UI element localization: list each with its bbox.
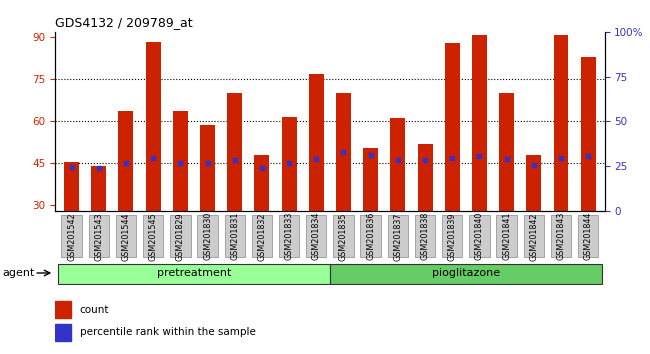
Text: GSM201834: GSM201834 xyxy=(312,212,321,261)
FancyBboxPatch shape xyxy=(578,215,599,257)
FancyBboxPatch shape xyxy=(252,215,272,257)
Text: GSM201843: GSM201843 xyxy=(556,212,566,261)
Text: GDS4132 / 209789_at: GDS4132 / 209789_at xyxy=(55,16,193,29)
Text: GSM201838: GSM201838 xyxy=(421,212,430,261)
Text: GSM201832: GSM201832 xyxy=(257,212,266,261)
FancyBboxPatch shape xyxy=(442,215,462,257)
Text: GSM201844: GSM201844 xyxy=(584,212,593,261)
FancyBboxPatch shape xyxy=(143,215,163,257)
Text: pioglitazone: pioglitazone xyxy=(432,268,500,278)
FancyBboxPatch shape xyxy=(88,215,109,257)
Bar xyxy=(91,166,106,211)
FancyBboxPatch shape xyxy=(551,215,571,257)
FancyBboxPatch shape xyxy=(415,215,436,257)
Text: GSM201842: GSM201842 xyxy=(529,212,538,261)
FancyBboxPatch shape xyxy=(361,215,381,257)
FancyBboxPatch shape xyxy=(279,215,299,257)
Text: GSM201836: GSM201836 xyxy=(366,212,375,261)
Text: GSM201544: GSM201544 xyxy=(122,212,131,261)
FancyBboxPatch shape xyxy=(198,215,218,257)
Text: GSM201830: GSM201830 xyxy=(203,212,212,261)
Bar xyxy=(526,155,541,211)
Text: percentile rank within the sample: percentile rank within the sample xyxy=(80,327,255,337)
FancyBboxPatch shape xyxy=(469,215,489,257)
FancyBboxPatch shape xyxy=(116,215,136,257)
Text: GSM201837: GSM201837 xyxy=(393,212,402,261)
FancyBboxPatch shape xyxy=(58,264,330,284)
Bar xyxy=(200,125,215,211)
Text: GSM201835: GSM201835 xyxy=(339,212,348,261)
Text: agent: agent xyxy=(3,268,35,278)
Text: GSM201545: GSM201545 xyxy=(149,212,158,261)
FancyBboxPatch shape xyxy=(387,215,408,257)
Text: GSM201833: GSM201833 xyxy=(285,212,294,261)
Text: GSM201841: GSM201841 xyxy=(502,212,511,261)
Bar xyxy=(227,93,242,211)
Bar xyxy=(472,35,487,211)
Text: GSM201839: GSM201839 xyxy=(448,212,457,261)
Bar xyxy=(254,155,269,211)
FancyBboxPatch shape xyxy=(306,215,326,257)
FancyBboxPatch shape xyxy=(170,215,190,257)
FancyBboxPatch shape xyxy=(497,215,517,257)
Bar xyxy=(554,35,569,211)
Bar xyxy=(118,112,133,211)
FancyBboxPatch shape xyxy=(330,264,602,284)
Bar xyxy=(363,148,378,211)
Text: pretreatment: pretreatment xyxy=(157,268,231,278)
Bar xyxy=(281,117,296,211)
Bar xyxy=(445,43,460,211)
Bar xyxy=(391,119,406,211)
FancyBboxPatch shape xyxy=(224,215,245,257)
Bar xyxy=(417,144,432,211)
Bar xyxy=(64,162,79,211)
Bar xyxy=(55,302,71,318)
Text: GSM201831: GSM201831 xyxy=(230,212,239,261)
FancyBboxPatch shape xyxy=(524,215,544,257)
Text: count: count xyxy=(80,305,109,315)
Bar xyxy=(146,42,161,211)
Bar xyxy=(309,74,324,211)
FancyBboxPatch shape xyxy=(333,215,354,257)
Text: GSM201829: GSM201829 xyxy=(176,212,185,261)
Bar xyxy=(580,57,595,211)
Text: GSM201542: GSM201542 xyxy=(67,212,76,261)
Bar xyxy=(173,112,188,211)
FancyBboxPatch shape xyxy=(61,215,82,257)
Text: GSM201543: GSM201543 xyxy=(94,212,103,261)
Bar xyxy=(499,93,514,211)
Bar xyxy=(55,324,71,341)
Text: GSM201840: GSM201840 xyxy=(475,212,484,261)
Bar xyxy=(336,93,351,211)
